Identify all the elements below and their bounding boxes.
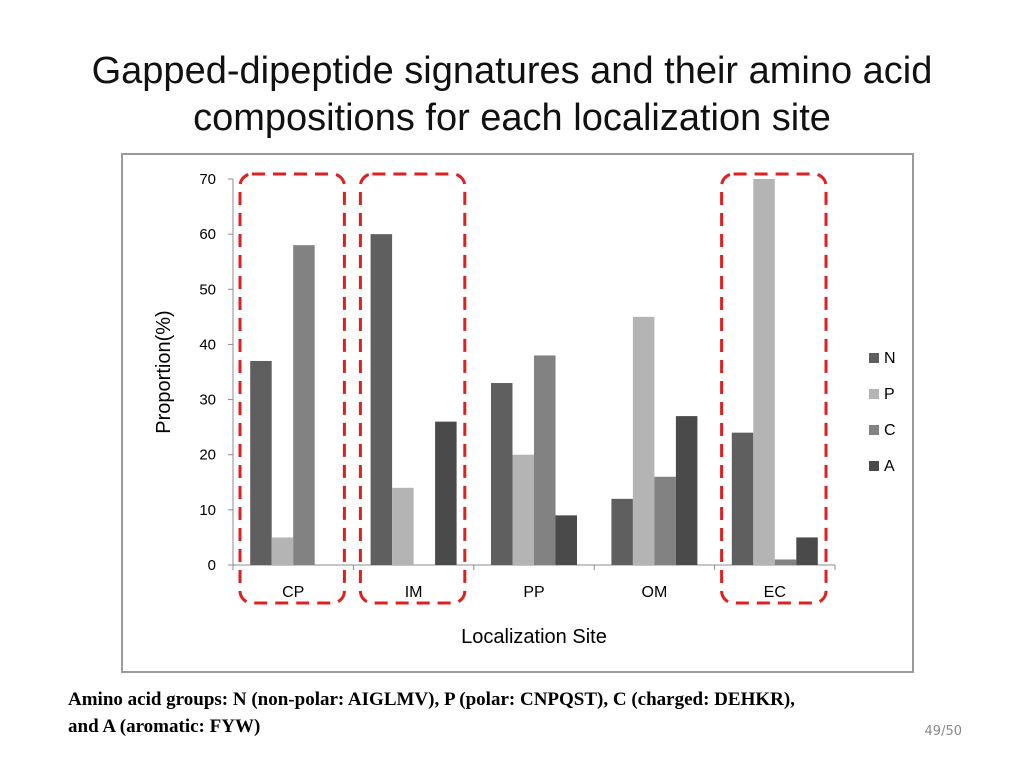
bar-p-pp (512, 454, 534, 565)
highlight-box-cp (238, 172, 346, 605)
x-tick-label: PP (523, 584, 544, 601)
bar-n-cp (250, 360, 272, 565)
legend-label-a: A (884, 458, 895, 475)
legend-swatch-n (869, 353, 879, 363)
highlight-box-im (358, 172, 467, 605)
slide-title-line-1: Gapped-dipeptide signatures and their am… (91, 50, 933, 92)
bar-p-om (632, 316, 655, 565)
x-tick-label: EC (764, 584, 786, 601)
bar-a-ec (796, 537, 818, 565)
bar-p-ec (753, 179, 775, 565)
page-number: 49/50 (924, 724, 962, 739)
bar-p-im (392, 487, 414, 565)
y-tick-label: 0 (208, 557, 216, 574)
bar-c-om (654, 476, 676, 565)
y-tick-label: 30 (199, 392, 216, 409)
x-tick-label: IM (405, 584, 423, 601)
bar-a-om (675, 416, 698, 565)
x-axis-title: Localization Site (461, 626, 607, 648)
bar-p-cp (271, 537, 294, 565)
y-tick-label: 60 (199, 226, 216, 243)
bar-n-im (370, 234, 393, 565)
legend-swatch-p (869, 389, 879, 399)
bar-a-im (435, 421, 457, 565)
legend-swatch-c (869, 425, 879, 435)
bar-c-ec (774, 559, 797, 565)
y-tick-label: 10 (199, 502, 216, 519)
chart-frame: 0 10 20 30 40 50 60 70 CP IM PP OM EC Localization Si… (121, 153, 914, 673)
bar-n-om (611, 498, 633, 565)
y-tick-label: 40 (199, 336, 216, 353)
slide-title-line-2: compositions for each localization site (193, 97, 831, 139)
x-tick-label: CP (282, 584, 304, 601)
y-axis-title: Proportion(%) (153, 310, 175, 433)
bar-n-pp (491, 383, 513, 565)
slide-title: Gapped-dipeptide signatures and their am… (0, 48, 1024, 142)
legend-swatch-a (869, 461, 879, 471)
y-tick-label: 50 (199, 281, 216, 298)
footnote: Amino acid groups: N (non-polar: AIGLMV)… (68, 686, 968, 740)
y-tick-label: 20 (199, 447, 216, 464)
y-tick-label: 70 (199, 171, 216, 188)
footnote-line-1: Amino acid groups: N (non-polar: AIGLMV)… (68, 689, 795, 710)
bar-a-pp (555, 515, 577, 565)
footnote-line-2: and A (aromatic: FYW) (68, 716, 261, 737)
legend-label-c: C (884, 422, 896, 439)
bar-c-pp (534, 355, 556, 565)
bar-n-ec (731, 432, 754, 565)
highlight-box-ec (720, 172, 828, 605)
legend-label-n: N (884, 350, 896, 367)
legend-label-p: P (884, 386, 895, 403)
x-tick-label: OM (642, 584, 668, 601)
bar-c-cp (293, 245, 315, 565)
